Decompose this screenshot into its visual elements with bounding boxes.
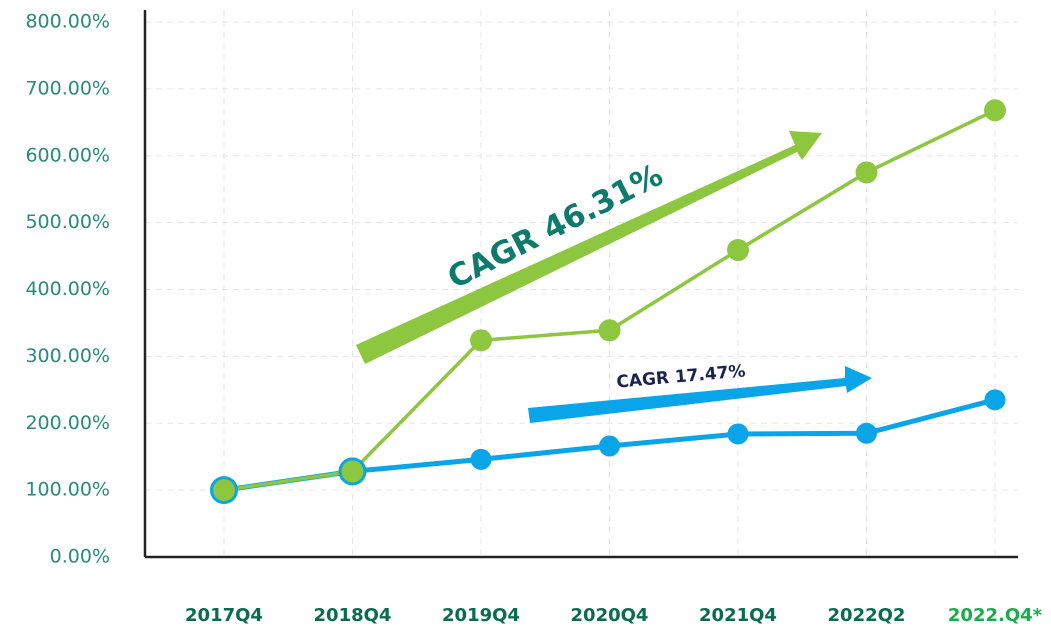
y-tick-label: 0.00% (50, 546, 110, 568)
data-point (984, 389, 1006, 411)
x-tick-label: 2017Q4 (185, 605, 263, 626)
x-tick-label: 2021Q4 (699, 605, 777, 626)
data-point (984, 99, 1006, 122)
data-point (470, 329, 492, 352)
x-tick-label: 2022Q2 (828, 605, 906, 626)
y-tick-label: 500.00% (25, 211, 110, 233)
x-tick-label: 2019Q4 (442, 605, 520, 626)
y-tick-label: 200.00% (25, 412, 110, 434)
y-tick-label: 300.00% (25, 345, 110, 367)
blue-arrow (528, 366, 872, 423)
data-point (727, 423, 749, 445)
x-tick-label: 2018Q4 (314, 605, 392, 626)
data-point (213, 479, 235, 502)
x-tick-label: 2020Q4 (571, 605, 649, 626)
data-point (341, 460, 364, 483)
y-tick-label: 700.00% (25, 77, 110, 99)
y-tick-label: 800.00% (25, 11, 110, 33)
y-tick-label: 400.00% (25, 278, 110, 300)
data-point (470, 448, 492, 470)
y-tick-label: 100.00% (25, 479, 110, 501)
green-arrow (356, 131, 822, 364)
data-point (855, 161, 878, 184)
data-point (727, 239, 749, 262)
blue-cagr-label: CAGR 17.47% (616, 361, 747, 392)
data-point (599, 435, 620, 457)
x-tick-label: 2022.Q4* (948, 605, 1043, 626)
y-tick-label: 600.00% (25, 144, 110, 166)
data-point (598, 319, 621, 342)
data-point (856, 422, 877, 444)
